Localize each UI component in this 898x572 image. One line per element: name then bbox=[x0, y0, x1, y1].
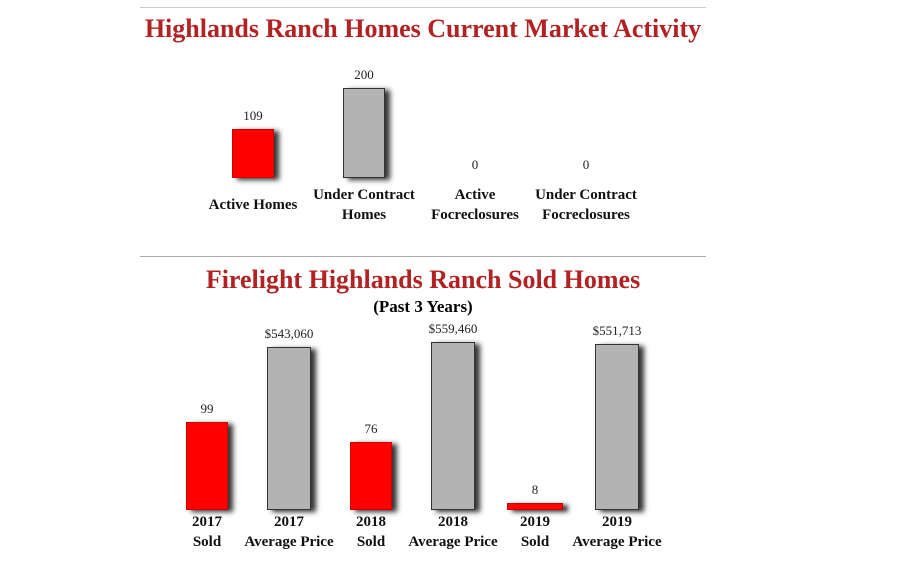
data-label: $543,060 bbox=[264, 326, 314, 341]
category-label: Active Focreclosures bbox=[431, 187, 519, 223]
data-label: $559,460 bbox=[428, 321, 478, 336]
top-rule bbox=[140, 7, 706, 8]
bar-active-homes bbox=[232, 129, 274, 178]
bar-2019-average-price bbox=[595, 344, 639, 510]
category-label: Under Contract Homes bbox=[313, 187, 415, 223]
bar-under-contract-homes bbox=[343, 88, 385, 178]
data-label: 200 bbox=[354, 67, 374, 82]
category-label: 2018 Average Price bbox=[408, 514, 498, 550]
sold-homes-subtitle: (Past 3 Years) bbox=[373, 297, 473, 316]
category-label: Active Homes bbox=[208, 197, 298, 213]
data-label: 0 bbox=[582, 157, 590, 172]
sold-homes-title: Firelight Highlands Ranch Sold Homes bbox=[205, 265, 641, 294]
category-label: 2017 Average Price bbox=[244, 514, 334, 550]
bar-2018-sold bbox=[350, 442, 392, 510]
category-label: 2018 Sold bbox=[356, 514, 386, 550]
data-label: 76 bbox=[364, 421, 378, 436]
category-label: Under Contract Focreclosures bbox=[535, 187, 637, 223]
category-label: 2019 Sold bbox=[520, 514, 550, 550]
bar-2018-average-price bbox=[431, 342, 475, 510]
category-label: 2019 Average Price bbox=[572, 514, 662, 550]
bar-2017-average-price bbox=[267, 347, 311, 510]
data-label: 8 bbox=[531, 482, 539, 497]
data-label: 0 bbox=[471, 157, 479, 172]
market-activity-title: Highlands Ranch Homes Current Market Act… bbox=[144, 14, 702, 43]
category-label: 2017 Sold bbox=[192, 514, 222, 550]
section-divider bbox=[140, 256, 706, 257]
data-label: 109 bbox=[243, 108, 263, 123]
bar-2017-sold bbox=[186, 422, 228, 510]
bar-2019-sold bbox=[507, 503, 563, 510]
data-label: 99 bbox=[200, 401, 214, 416]
data-label: $551,713 bbox=[592, 323, 642, 338]
